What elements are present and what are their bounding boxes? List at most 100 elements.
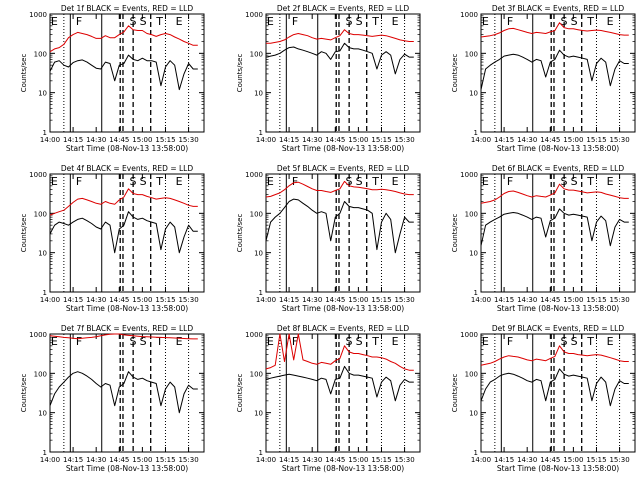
x-tick-label: 14:45: [325, 456, 345, 464]
y-tick-label: 1: [43, 289, 47, 297]
y-tick-label: 1: [43, 129, 47, 137]
y-tick-label: 100: [34, 50, 47, 58]
interval-label: E: [482, 175, 489, 188]
x-axis-label: Start Time (08-Nov-13 13:58:00): [497, 144, 619, 153]
x-tick-label: 15:00: [348, 456, 368, 464]
interval-label: F: [76, 335, 82, 348]
interval-label: E: [392, 335, 399, 348]
y-tick-label: 1: [259, 449, 263, 457]
chart-panel-9: Det 9f BLACK = Events, RED = LLD 1 10 100 10…: [451, 324, 636, 473]
x-tick-label: 14:00: [471, 136, 491, 144]
y-tick-label: 10: [469, 250, 478, 258]
y-tick-label: 10: [254, 90, 263, 98]
x-tick-label: 14:15: [279, 296, 299, 304]
y-axis-label: Counts/sec: [236, 54, 244, 93]
y-axis-label: Counts/sec: [451, 214, 459, 253]
interval-label: S: [560, 335, 567, 348]
interval-label: S: [129, 15, 136, 28]
x-tick-label: 14:30: [302, 136, 322, 144]
series-line-lld: [480, 22, 629, 38]
chart-panel-6: Det 6f BLACK = Events, RED = LLD 1 10 100 10…: [451, 164, 636, 313]
x-tick-label: 15:15: [586, 456, 606, 464]
plot-frame: [265, 333, 421, 453]
x-tick-label: 15:30: [609, 296, 629, 304]
chart-title: Det 8f BLACK = Events, RED = LLD: [277, 324, 410, 333]
y-tick-label: 1000: [29, 331, 47, 339]
y-axis-label: Counts/sec: [20, 54, 28, 93]
interval-label: T: [371, 335, 379, 348]
x-axis-label: Start Time (08-Nov-13 13:58:00): [497, 464, 619, 473]
y-tick-label: 100: [250, 50, 263, 58]
y-tick-label: 1: [259, 129, 263, 137]
chart-panel-8: Det 8f BLACK = Events, RED = LLD 1 10 100 10…: [236, 324, 421, 473]
chart-title: Det 9f BLACK = Events, RED = LLD: [492, 324, 625, 333]
plot-frame: [49, 333, 205, 453]
y-tick-label: 10: [469, 90, 478, 98]
interval-label: S: [560, 15, 567, 28]
interval-label: S: [571, 175, 578, 188]
x-tick-label: 15:30: [178, 296, 198, 304]
series-line-events: [49, 211, 198, 254]
x-tick-label: 15:30: [178, 136, 198, 144]
interval-label: E: [267, 335, 274, 348]
interval-label: E: [51, 15, 58, 28]
interval-label: S: [571, 335, 578, 348]
interval-label: S: [345, 175, 352, 188]
x-tick-label: 14:30: [86, 136, 106, 144]
x-axis-label: Start Time (08-Nov-13 13:58:00): [497, 304, 619, 313]
chart-title: Det 7f BLACK = Events, RED = LLD: [61, 324, 194, 333]
interval-label: S: [571, 15, 578, 28]
interval-label: S: [560, 175, 567, 188]
x-tick-label: 14:30: [517, 136, 537, 144]
x-axis-label: Start Time (08-Nov-13 13:58:00): [282, 144, 404, 153]
x-tick-label: 14:45: [540, 456, 560, 464]
y-tick-label: 1000: [245, 171, 263, 179]
x-tick-label: 14:30: [517, 456, 537, 464]
chart-panel-1: Det 1f BLACK = Events, RED = LLD 1 10 100 10…: [20, 4, 205, 153]
y-tick-label: 100: [465, 50, 478, 58]
chart-title: Det 4f BLACK = Events, RED = LLD: [61, 164, 194, 173]
interval-label: E: [176, 335, 183, 348]
interval-label: F: [76, 15, 82, 28]
x-tick-label: 14:45: [109, 296, 129, 304]
y-tick-label: 1000: [245, 331, 263, 339]
interval-label: E: [482, 335, 489, 348]
interval-label: S: [356, 175, 363, 188]
x-tick-label: 14:45: [540, 296, 560, 304]
interval-label: E: [607, 175, 614, 188]
plot-frame: [480, 173, 636, 293]
interval-label: T: [371, 15, 379, 28]
x-tick-label: 14:15: [279, 136, 299, 144]
plot-frame: [265, 13, 421, 133]
series-line-lld: [480, 345, 629, 366]
x-axis-label: Start Time (08-Nov-13 13:58:00): [66, 304, 188, 313]
interval-label: E: [51, 335, 58, 348]
x-tick-label: 14:15: [494, 456, 514, 464]
y-tick-label: 1000: [29, 171, 47, 179]
x-tick-label: 14:45: [325, 296, 345, 304]
y-tick-label: 100: [250, 210, 263, 218]
chart-panel-3: Det 3f BLACK = Events, RED = LLD 1 10 100 10…: [451, 4, 636, 153]
interval-label: F: [292, 335, 298, 348]
x-tick-label: 14:30: [517, 296, 537, 304]
interval-label: F: [507, 335, 513, 348]
x-tick-label: 14:00: [40, 296, 60, 304]
interval-label: T: [155, 175, 163, 188]
plot-frame: [49, 13, 205, 133]
y-tick-label: 100: [465, 370, 478, 378]
interval-label: T: [586, 175, 594, 188]
x-tick-label: 15:00: [132, 296, 152, 304]
y-axis-label: Counts/sec: [451, 54, 459, 93]
x-tick-label: 14:00: [471, 456, 491, 464]
series-line-events: [49, 371, 198, 414]
interval-label: E: [51, 175, 58, 188]
interval-label: T: [586, 335, 594, 348]
x-tick-label: 14:15: [63, 456, 83, 464]
x-tick-label: 15:15: [155, 456, 175, 464]
plot-frame: [480, 333, 636, 453]
x-tick-label: 15:00: [132, 456, 152, 464]
chart-title: Det 5f BLACK = Events, RED = LLD: [277, 164, 410, 173]
x-tick-label: 15:15: [371, 296, 391, 304]
interval-label: S: [345, 335, 352, 348]
